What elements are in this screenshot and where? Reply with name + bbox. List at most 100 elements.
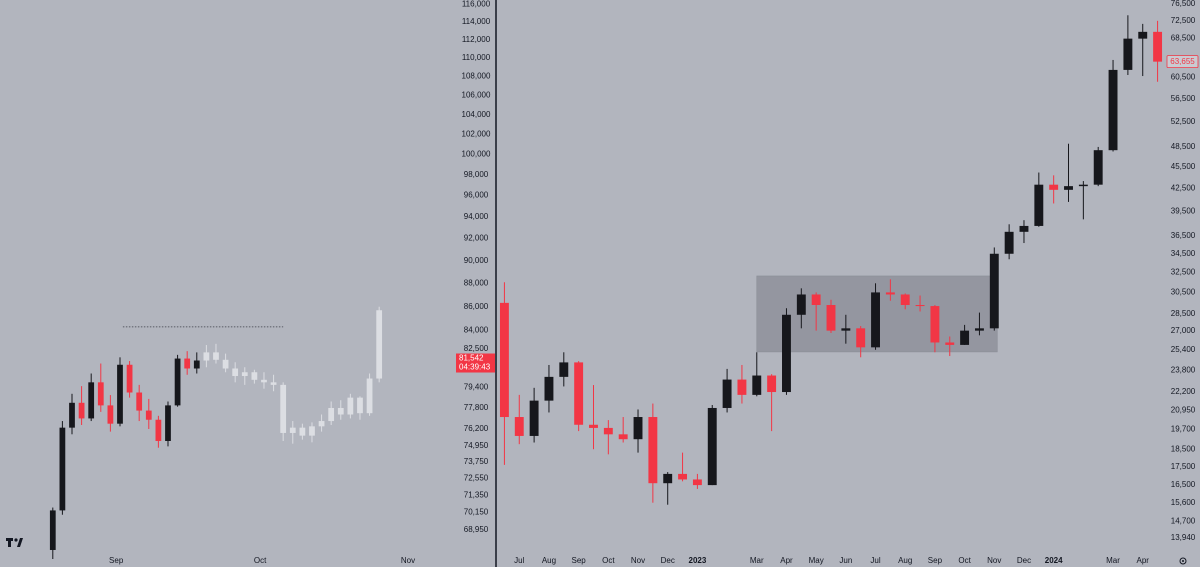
candle-body (78, 402, 85, 419)
y-tick-label: 94,000 (464, 212, 489, 221)
candle-body (960, 330, 970, 345)
candle-body (289, 427, 296, 433)
candle-body (989, 253, 999, 329)
y-tick-label: 102,000 (462, 129, 491, 138)
y-tick-label: 72,550 (464, 474, 489, 483)
y-tick-label: 100,000 (462, 149, 491, 158)
candle-body (885, 292, 895, 295)
candle-body (603, 427, 613, 435)
x-tick-label: Oct (602, 556, 615, 565)
y-tick-label: 52,500 (1171, 117, 1196, 126)
candle-body (663, 473, 673, 484)
candle-body (107, 405, 114, 424)
y-tick-label: 60,500 (1171, 73, 1196, 82)
candle-body (841, 328, 851, 331)
y-tick-label: 14,700 (1171, 516, 1196, 525)
candle-body (633, 417, 643, 440)
candle-body (145, 410, 152, 420)
candle-body (88, 382, 95, 419)
y-tick-label: 76,200 (464, 424, 489, 433)
x-tick-label: Sep (572, 556, 587, 565)
y-tick-label: 112,000 (462, 35, 491, 44)
x-tick-label: Sep (109, 556, 124, 565)
y-tick-label: 32,500 (1171, 268, 1196, 277)
candle-body (1108, 69, 1118, 151)
y-tick-label: 116,000 (462, 0, 491, 8)
price-tag (456, 353, 495, 373)
y-tick-label: 42,500 (1171, 183, 1196, 192)
y-tick-label: 98,000 (464, 170, 489, 179)
candle-body (232, 368, 239, 377)
y-tick-label: 82,500 (464, 344, 489, 353)
x-tick-label: Oct (254, 556, 267, 565)
x-tick-label: Aug (898, 556, 912, 565)
candle-body (69, 402, 75, 428)
x-tick-label: Nov (987, 556, 1001, 565)
y-tick-label: 56,500 (1171, 94, 1196, 103)
y-tick-label: 92,000 (464, 234, 489, 243)
chart-pane: 116,000 114,000 112,000 110,000 108,000 106,0… (49, 0, 495, 565)
candle-body (737, 379, 747, 395)
y-tick-label: 110,000 (462, 53, 491, 62)
candle-body (544, 376, 554, 401)
y-tick-label: 108,000 (462, 72, 491, 81)
candle-body (222, 359, 229, 369)
candle-body (337, 407, 344, 415)
y-tick-label: 72,500 (1171, 16, 1196, 25)
candle-body (871, 292, 880, 348)
y-tick-label: 25,400 (1171, 345, 1196, 354)
candle-body (117, 364, 123, 424)
candle-body (648, 417, 658, 484)
candle-body (1034, 184, 1044, 226)
price-tag (1166, 55, 1199, 69)
x-tick-label: Apr (780, 556, 793, 565)
y-tick-label: 86,000 (464, 302, 489, 311)
x-tick-label: Apr (1137, 556, 1150, 565)
candle-body (529, 400, 539, 436)
candle-body (678, 473, 688, 480)
y-tick-label: 17,500 (1171, 462, 1196, 471)
x-tick-label: Mar (750, 556, 764, 565)
y-tick-label: 114,000 (462, 17, 491, 26)
candle-body (261, 379, 267, 383)
candle-body (1123, 38, 1133, 70)
candle-body (499, 302, 509, 418)
y-tick-label: 27,000 (1171, 326, 1196, 335)
candle-body (722, 379, 732, 408)
candle-body (707, 407, 717, 486)
candle-body (589, 424, 598, 428)
y-tick-label: 88,000 (464, 279, 489, 288)
x-tick-label: Dec (1017, 556, 1031, 565)
candle-body (618, 434, 628, 440)
candle-body (1049, 184, 1059, 190)
candle-body (299, 427, 306, 436)
y-tick-label: 76,500 (1171, 0, 1196, 8)
candle-body (559, 362, 569, 377)
y-tick-label: 20,950 (1171, 405, 1196, 414)
y-tick-label: 79,400 (464, 383, 489, 392)
y-tick-label: 90,000 (464, 256, 489, 265)
x-tick-label: Sep (928, 556, 943, 565)
price-tag-label: 63,655 (1170, 57, 1195, 66)
y-tick-label: 68,500 (1171, 34, 1196, 43)
y-tick-label: 77,800 (464, 403, 489, 412)
candle-body (126, 364, 133, 393)
y-tick-label: 36,500 (1171, 231, 1196, 240)
candle-body (826, 304, 836, 331)
y-tick-label: 28,500 (1171, 309, 1196, 318)
candle-body (203, 352, 210, 361)
candle-body (376, 310, 383, 379)
y-tick-label: 30,500 (1171, 288, 1196, 297)
candle-body (900, 294, 910, 305)
candle-body (357, 397, 363, 414)
y-tick-label: 13,940 (1171, 533, 1196, 542)
settings-icon[interactable] (1179, 557, 1187, 565)
y-tick-label: 23,800 (1171, 365, 1196, 374)
y-tick-label: 18,500 (1171, 444, 1196, 453)
candle-body (514, 417, 524, 436)
candle-body (796, 294, 806, 315)
candle-body (1138, 31, 1148, 39)
x-tick-label: Nov (401, 556, 415, 565)
